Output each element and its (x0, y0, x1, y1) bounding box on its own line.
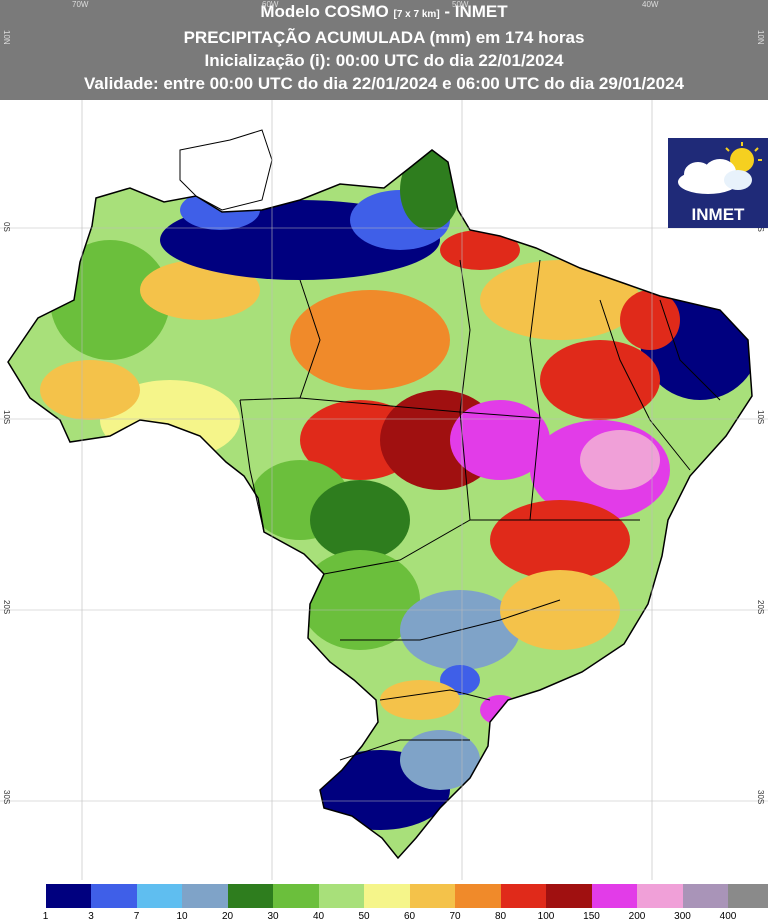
legend-swatch (546, 884, 592, 908)
precip-blob (300, 550, 420, 650)
model-source: - INMET (439, 2, 508, 21)
legend-tick-label: 20 (221, 911, 234, 922)
legend-swatch (182, 884, 228, 908)
lat-label-right-20s: 20S (756, 600, 765, 615)
brazil-border (7, 149, 753, 860)
state-border (239, 399, 265, 533)
state-border (323, 519, 640, 575)
state-border (299, 279, 321, 399)
legend-swatch (409, 884, 456, 908)
precipitation-legend: 1 3 7 10 20 30 40 50 60 70 80 100 150 200 300 400 (0, 884, 768, 924)
precip-blob (380, 680, 460, 720)
lat-label-left-0s: 0S (2, 222, 11, 232)
lon-label-60w: 60W (262, 0, 279, 9)
legend-swatch (637, 884, 683, 908)
precip-blob (490, 500, 630, 580)
legend-tick-label: 80 (494, 911, 507, 922)
precip-blob (290, 290, 450, 390)
product-title: PRECIPITAÇÃO ACUMULADA (mm) em 174 horas (183, 28, 585, 47)
state-border (379, 689, 491, 701)
inmet-logo-text: INMET (691, 205, 745, 224)
model-resolution: [7 x 7 km] (393, 9, 440, 20)
legend-tick-label: 100 (537, 911, 555, 922)
legend-swatch (364, 884, 410, 908)
guyana-region (179, 129, 273, 211)
state-borders (239, 259, 721, 761)
precip-blob (620, 290, 680, 350)
precip-blob (40, 360, 140, 420)
legend-swatch (682, 884, 729, 908)
precip-blob (400, 150, 460, 230)
precip-blob (140, 260, 260, 320)
legend-tick-label: 7 (133, 911, 140, 922)
state-border (599, 299, 691, 471)
precip-blob (400, 730, 480, 790)
legend-tick-label: 30 (267, 911, 279, 922)
inmet-logo: INMET (668, 138, 768, 228)
precip-blob (540, 340, 660, 420)
lat-label-left-10s: 10S (2, 410, 11, 425)
legend-tick-label: 50 (358, 911, 370, 922)
map-header: Modelo COSMO [7 x 7 km] - INMET PRECIPIT… (0, 0, 768, 100)
legend-swatch (591, 884, 638, 908)
cloud-sun-icon (678, 142, 762, 194)
precip-blob (310, 480, 410, 560)
legend-swatch (45, 884, 92, 908)
lat-label-right-30s: 30S (756, 790, 765, 805)
state-border (239, 397, 541, 419)
legend-swatch (273, 884, 319, 908)
precipitation-map: 70W 60W 50W 40W 10N 0S 10S 20S 30S 10N 0… (0, 0, 768, 880)
precip-blob (480, 260, 640, 340)
legend-tick-label: 60 (403, 911, 416, 922)
legend-swatch (728, 884, 768, 908)
legend-tick-label: 3 (88, 911, 94, 922)
legend-swatch (0, 884, 46, 908)
precip-blob (450, 400, 550, 480)
validity-period: Validade: entre 00:00 UTC do dia 22/01/2… (83, 74, 684, 93)
legend-tick-label: 200 (628, 911, 646, 922)
legend-tick-label: 300 (674, 911, 691, 922)
lat-label-left-20s: 20S (2, 600, 11, 615)
model-title: Modelo COSMO [7 x 7 km] - INMET (0, 0, 768, 26)
state-border (339, 739, 470, 761)
state-border (659, 299, 721, 401)
state-border (459, 259, 471, 521)
lat-label-right-10s: 10S (756, 410, 765, 425)
legend-swatch (318, 884, 365, 908)
lat-label-left-30s: 30S (2, 790, 11, 805)
legend-tick-label: 40 (312, 911, 325, 922)
lat-label-left-10n: 10N (2, 30, 11, 45)
lon-label-40w: 40W (642, 0, 659, 9)
lon-label-70w: 70W (72, 0, 89, 9)
legend-tick-label: 400 (719, 911, 737, 922)
legend-swatch (227, 884, 274, 908)
legend-tick-label: 70 (449, 911, 461, 922)
legend-tick-label: 10 (176, 911, 188, 922)
initialization-time: Inicialização (i): 00:00 UTC do dia 22/0… (204, 51, 564, 70)
lat-label-right-10n: 10N (756, 30, 765, 45)
graticule (0, 100, 768, 880)
state-border (529, 259, 541, 521)
legend-tick-label: 150 (583, 911, 600, 922)
precip-blob (580, 430, 660, 490)
legend-swatch (500, 884, 547, 908)
precip-blob (50, 240, 170, 360)
lon-label-50w: 50W (452, 0, 469, 9)
legend-swatch (455, 884, 501, 908)
precip-blob (440, 230, 520, 270)
legend-swatch (91, 884, 137, 908)
legend-swatch (136, 884, 183, 908)
map-canvas (0, 100, 768, 880)
precipitation-fields (40, 150, 752, 830)
model-name: Modelo COSMO (260, 2, 394, 21)
legend-tick-label: 1 (42, 911, 49, 922)
